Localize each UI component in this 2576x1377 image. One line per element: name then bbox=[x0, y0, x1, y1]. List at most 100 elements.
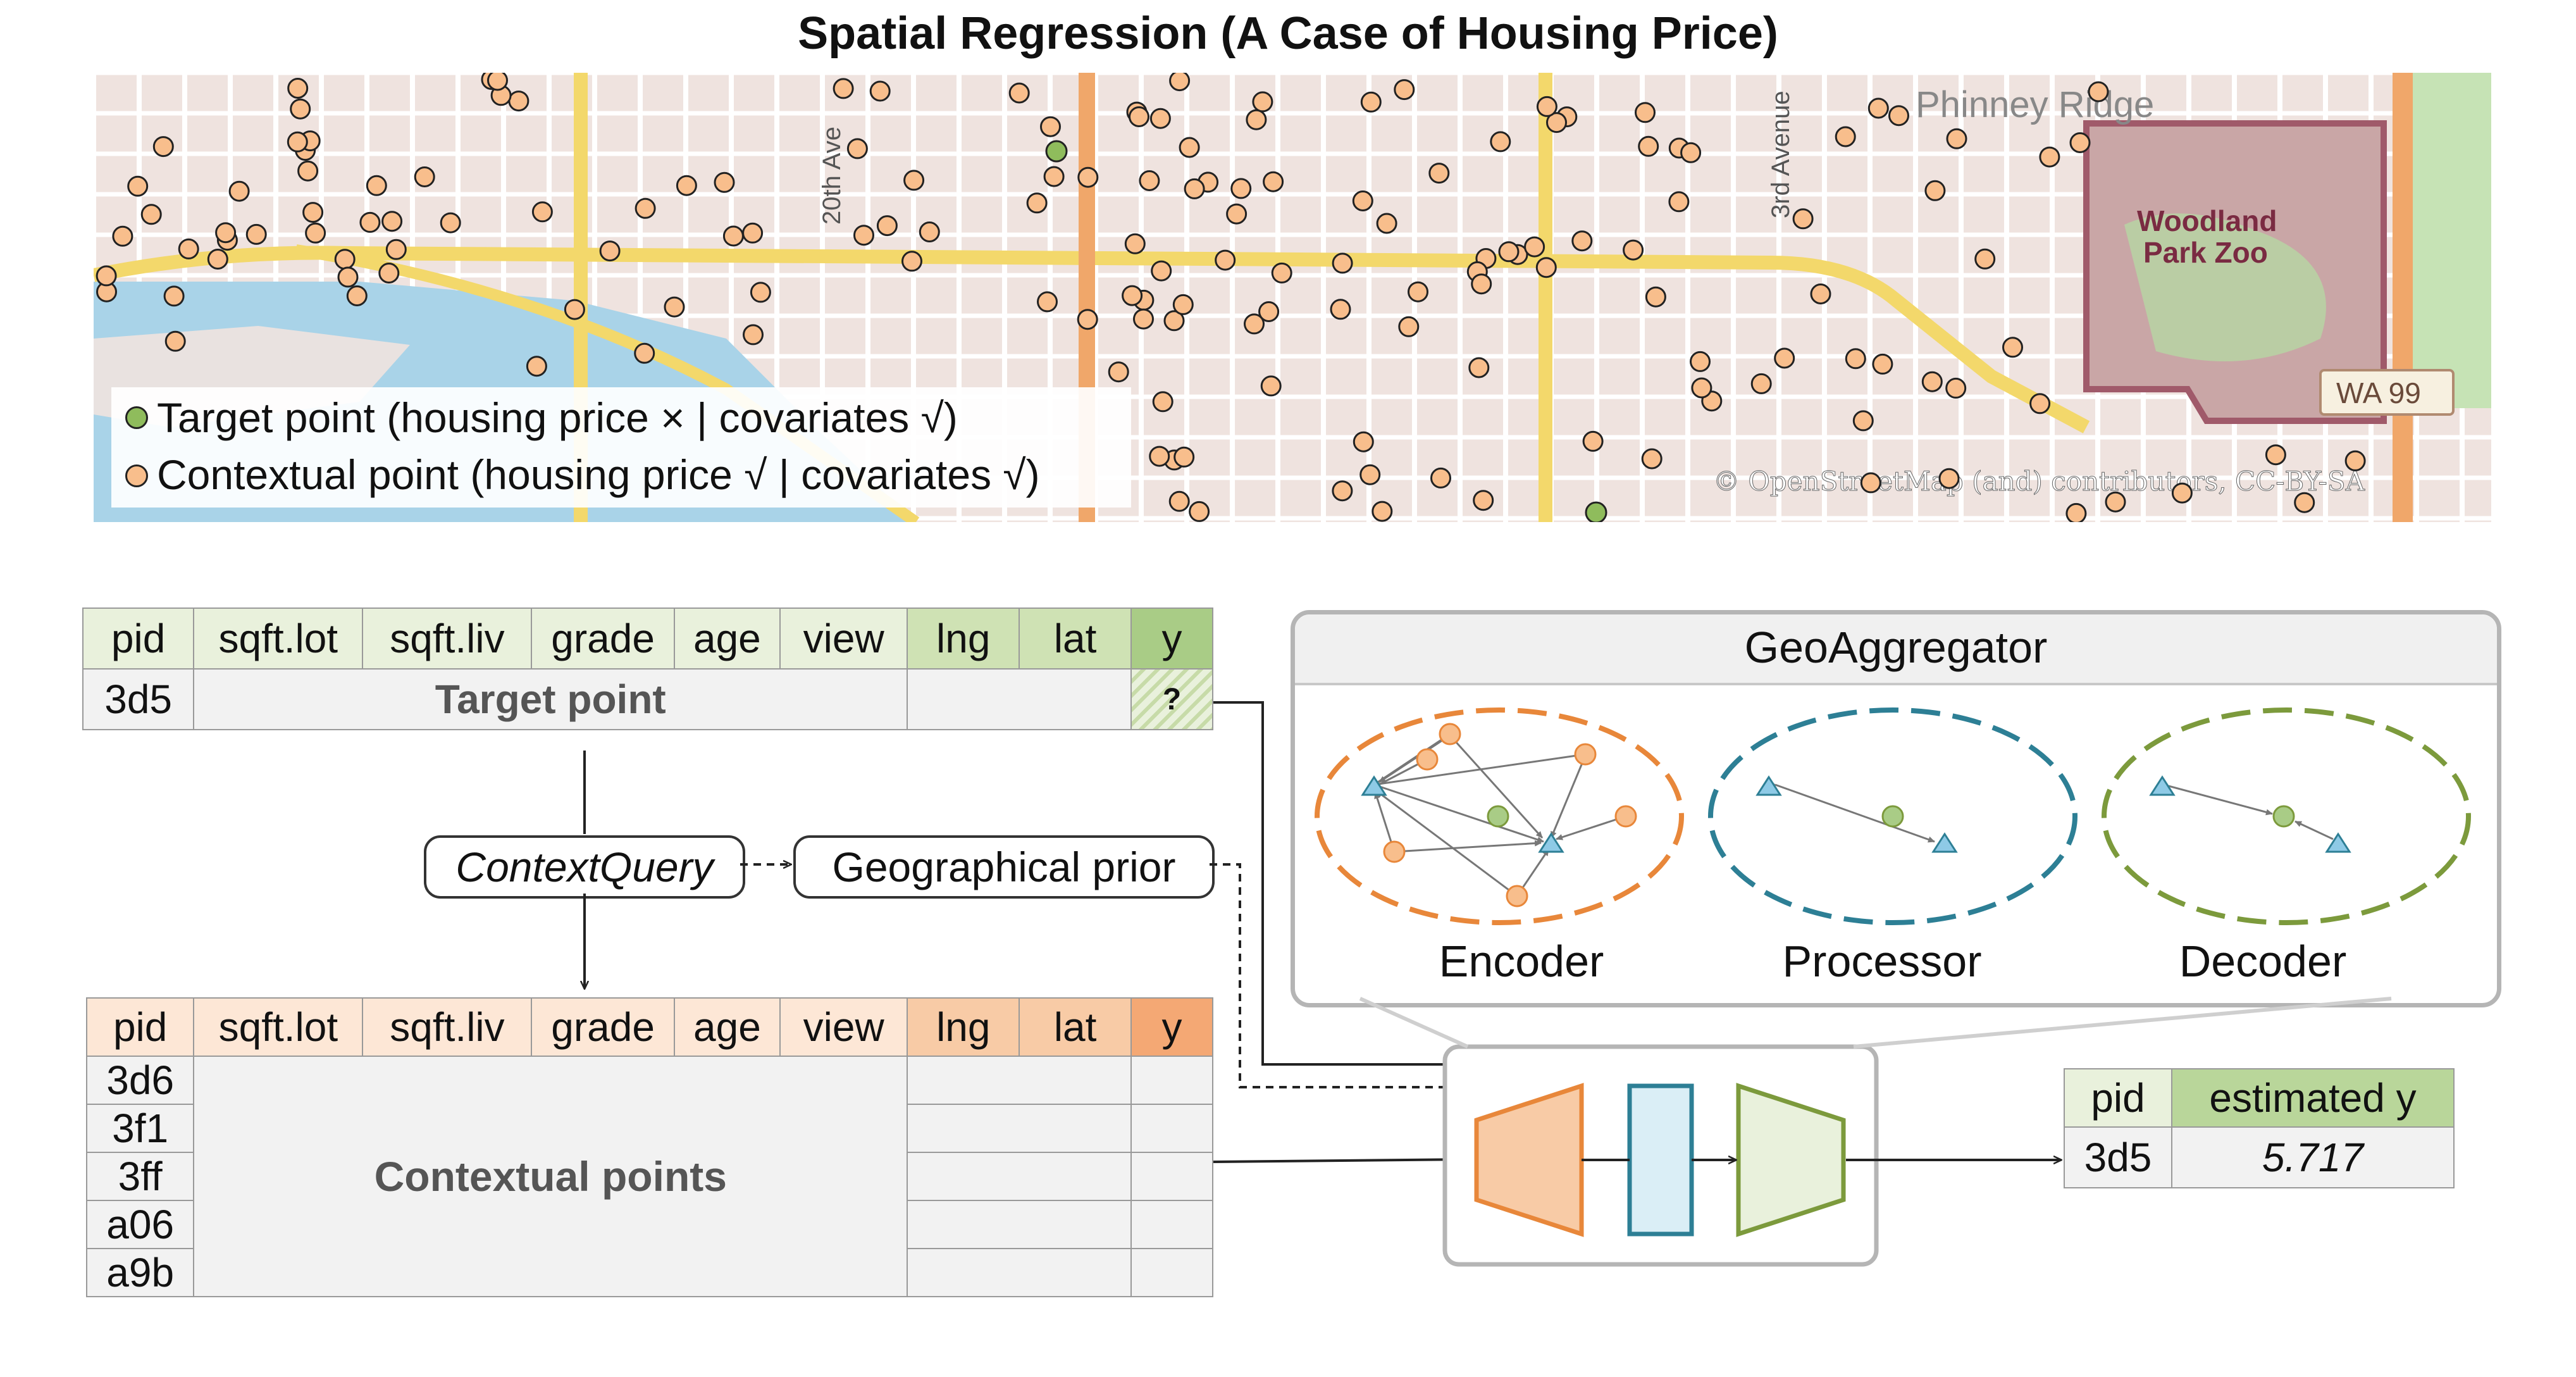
result-table: pid estimated y 3d5 5.717 bbox=[2064, 1068, 2455, 1188]
map-points bbox=[96, 73, 2366, 522]
ctx-y-1 bbox=[1130, 1056, 1213, 1105]
ctx-col-y: y bbox=[1130, 997, 1213, 1057]
contextual-point bbox=[1376, 213, 1397, 234]
contextual-point bbox=[1040, 116, 1061, 137]
contextual-point bbox=[664, 296, 685, 318]
contextual-point bbox=[846, 138, 868, 159]
encoder-query-triangle-2 bbox=[1538, 832, 1564, 853]
contextual-point bbox=[833, 78, 854, 99]
contextual-point bbox=[1151, 260, 1172, 282]
contextual-point bbox=[287, 78, 309, 99]
processor-target-node bbox=[1881, 805, 1904, 828]
ctx-pid-5: a9b bbox=[85, 1248, 195, 1297]
contextual-point bbox=[1043, 166, 1065, 187]
ctx-pid-1: 3d6 bbox=[85, 1056, 195, 1105]
target-y-unknown: ? bbox=[1130, 668, 1213, 730]
contextual-point bbox=[2069, 132, 2091, 153]
ctx-coords-2 bbox=[907, 1104, 1132, 1153]
contextual-point bbox=[1330, 299, 1351, 320]
contextual-point bbox=[1835, 126, 1856, 147]
geoaggregator-header bbox=[1295, 614, 2497, 685]
contextual-point bbox=[1690, 351, 1711, 372]
contextual-point bbox=[1169, 73, 1191, 92]
contextual-point bbox=[381, 211, 403, 232]
contextual-point bbox=[1173, 446, 1195, 468]
contextual-point bbox=[1668, 191, 1690, 213]
target-point bbox=[1585, 501, 1607, 522]
encoder-block bbox=[1474, 1083, 1584, 1237]
decoder-triangle-1 bbox=[2149, 775, 2176, 796]
contextual-point bbox=[1189, 501, 1210, 522]
target-point bbox=[1045, 140, 1068, 163]
contextual-point bbox=[1026, 192, 1048, 214]
label-20th-ave: 20th Ave bbox=[818, 127, 846, 225]
ctx-coords-4 bbox=[907, 1200, 1132, 1249]
contextual-point bbox=[743, 324, 764, 346]
processor-triangle-1 bbox=[1756, 775, 1782, 796]
contextual-point bbox=[1172, 294, 1194, 315]
map-legend: Target point (housing price × | covariat… bbox=[111, 387, 1131, 508]
contextual-point bbox=[1037, 291, 1058, 313]
decoder-edge-1 bbox=[2168, 785, 2273, 816]
result-col-estimated-y: estimated y bbox=[2171, 1068, 2455, 1128]
contextual-point bbox=[1946, 128, 1967, 149]
ctx-y-2 bbox=[1130, 1104, 1213, 1153]
decoder-triangle-2 bbox=[2325, 832, 2351, 853]
decoder-block bbox=[1736, 1083, 1846, 1237]
contextual-point bbox=[2171, 482, 2193, 504]
ctx-col-pid: pid bbox=[85, 997, 195, 1057]
contextual-point bbox=[152, 136, 174, 158]
contextual-point bbox=[359, 211, 381, 233]
col-age: age bbox=[673, 608, 781, 670]
contextual-point bbox=[1680, 142, 1702, 163]
contextual-point bbox=[531, 201, 553, 223]
contextual-point bbox=[714, 171, 735, 193]
contextual-point bbox=[599, 240, 621, 262]
contextual-point bbox=[564, 299, 585, 320]
encoder-nodes bbox=[1383, 723, 1637, 907]
contextual-point bbox=[853, 225, 874, 246]
contextual-point bbox=[378, 263, 400, 284]
contextual-point-marker bbox=[125, 464, 148, 487]
contextual-point bbox=[1872, 353, 1893, 375]
contextual-point bbox=[1008, 82, 1030, 104]
contextual-point bbox=[1810, 284, 1831, 304]
contextual-point bbox=[305, 222, 326, 244]
contextual-point bbox=[1359, 464, 1381, 485]
contextual-point bbox=[207, 249, 228, 270]
col-pid: pid bbox=[82, 608, 195, 670]
contextual-point bbox=[1471, 273, 1492, 295]
contextual-point bbox=[1430, 467, 1451, 489]
contextual-point bbox=[1398, 316, 1420, 337]
contextual-point bbox=[1077, 309, 1098, 330]
park-area bbox=[2403, 73, 2491, 408]
label-wa99: WA 99 bbox=[2336, 377, 2421, 409]
decoder-edge-2 bbox=[2294, 820, 2334, 840]
contextual-point bbox=[297, 160, 319, 182]
contextual-point bbox=[302, 202, 324, 223]
contextual-point bbox=[440, 212, 461, 234]
contextual-point bbox=[1536, 96, 1557, 117]
contextual-point bbox=[215, 222, 237, 244]
contextual-point bbox=[1635, 102, 1656, 123]
contextual-point bbox=[1352, 190, 1373, 211]
contextual-point bbox=[290, 98, 311, 120]
contextual-point bbox=[2265, 444, 2286, 466]
contextual-point bbox=[127, 175, 149, 197]
contextual-point bbox=[1353, 431, 1374, 452]
contextual-point bbox=[1184, 178, 1205, 199]
contextual-point bbox=[2039, 146, 2060, 168]
contextual-point bbox=[112, 225, 133, 247]
ctx-coords-3 bbox=[907, 1152, 1132, 1201]
contextual-point bbox=[1394, 79, 1415, 101]
contextual-point bbox=[1226, 203, 1248, 225]
col-lat: lat bbox=[1019, 608, 1132, 670]
result-pid: 3d5 bbox=[2064, 1126, 2172, 1188]
contextual-point bbox=[2344, 450, 2366, 471]
contextual-point bbox=[2294, 492, 2315, 513]
contextual-point bbox=[1535, 257, 1557, 278]
contextual-point bbox=[2105, 491, 2126, 513]
contextual-point bbox=[1108, 361, 1129, 383]
